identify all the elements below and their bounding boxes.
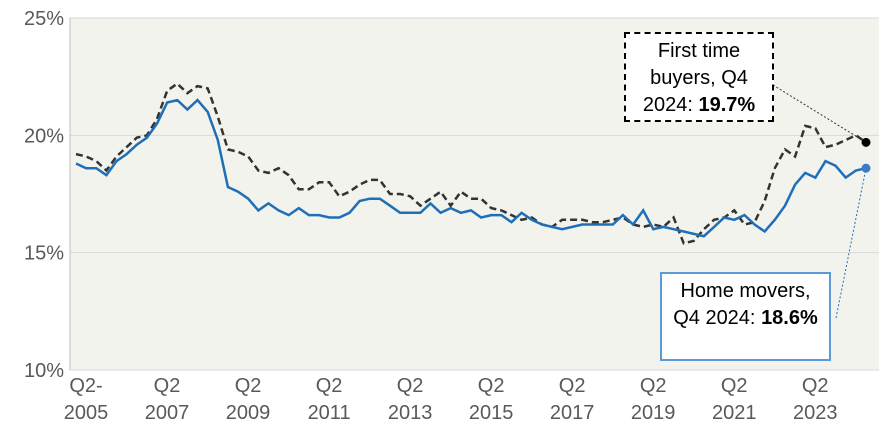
x-tick-label: Q2 2019 [631, 375, 676, 424]
y-tick-label: 10% [24, 360, 64, 382]
end-point [861, 163, 871, 173]
y-tick-label: 15% [24, 243, 64, 265]
x-tick-label: Q2 2011 [308, 375, 351, 424]
annotation-box: Home movers, Q4 2024: 18.6% [660, 272, 831, 361]
x-tick-label: Q2 2009 [226, 375, 271, 424]
annotation-text: First time buyers, Q4 2024: [642, 40, 748, 116]
annotation-text: Home movers, Q4 2024: [673, 280, 811, 329]
x-tick-label: Q2 2013 [388, 375, 433, 424]
annotation-value: 18.6% [761, 307, 818, 329]
series-line [75, 82, 867, 245]
y-tick-label: 20% [24, 125, 64, 147]
annotation-value: 19.7% [698, 94, 756, 116]
x-tick-label: Q2 2015 [469, 375, 514, 424]
x-tick-label: Q2 2021 [712, 375, 757, 424]
x-tick-label: Q2 2007 [145, 375, 190, 424]
annotation-box: First time buyers, Q4 2024: 19.7% [624, 32, 774, 122]
x-tick-label: Q2 2017 [550, 375, 595, 424]
end-point [861, 137, 871, 147]
series-line [75, 98, 867, 238]
x-tick-label: Q2 2023 [793, 375, 838, 424]
leader-line [835, 168, 867, 319]
y-tick-label: 25% [24, 8, 64, 30]
x-tick-label: Q2-2005 [64, 375, 109, 424]
